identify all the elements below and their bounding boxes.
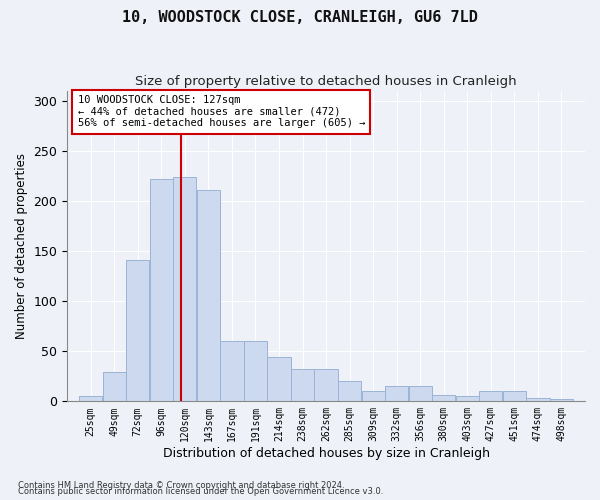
- Bar: [409, 386, 432, 402]
- Bar: [244, 341, 267, 402]
- Bar: [173, 177, 196, 402]
- Text: 10 WOODSTOCK CLOSE: 127sqm
← 44% of detached houses are smaller (472)
56% of sem: 10 WOODSTOCK CLOSE: 127sqm ← 44% of deta…: [77, 95, 365, 128]
- Bar: [291, 370, 314, 402]
- Bar: [338, 382, 361, 402]
- Title: Size of property relative to detached houses in Cranleigh: Size of property relative to detached ho…: [135, 75, 517, 88]
- Bar: [432, 396, 455, 402]
- Bar: [103, 372, 126, 402]
- Bar: [149, 179, 173, 402]
- Bar: [197, 190, 220, 402]
- Bar: [550, 400, 573, 402]
- Bar: [220, 341, 244, 402]
- Bar: [455, 396, 479, 402]
- Bar: [503, 392, 526, 402]
- Bar: [314, 370, 338, 402]
- Bar: [385, 386, 409, 402]
- Bar: [126, 260, 149, 402]
- Text: Contains HM Land Registry data © Crown copyright and database right 2024.: Contains HM Land Registry data © Crown c…: [18, 481, 344, 490]
- Bar: [362, 392, 385, 402]
- Bar: [268, 357, 290, 402]
- Y-axis label: Number of detached properties: Number of detached properties: [15, 153, 28, 339]
- Text: 10, WOODSTOCK CLOSE, CRANLEIGH, GU6 7LD: 10, WOODSTOCK CLOSE, CRANLEIGH, GU6 7LD: [122, 10, 478, 25]
- Bar: [79, 396, 103, 402]
- Bar: [479, 392, 502, 402]
- Bar: [526, 398, 550, 402]
- Text: Contains public sector information licensed under the Open Government Licence v3: Contains public sector information licen…: [18, 487, 383, 496]
- X-axis label: Distribution of detached houses by size in Cranleigh: Distribution of detached houses by size …: [163, 447, 490, 460]
